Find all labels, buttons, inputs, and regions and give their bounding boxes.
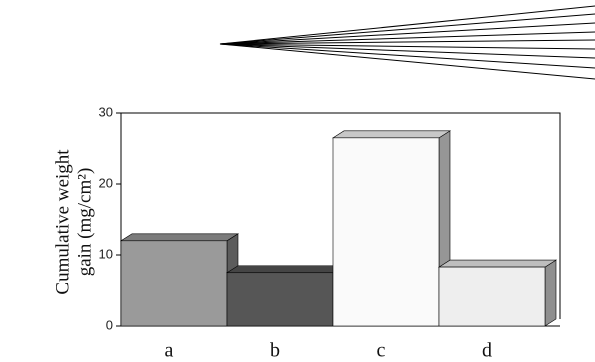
y-axis-label: Cumulative weight: [52, 149, 73, 295]
y-tick-label: 0: [106, 317, 113, 332]
bar-top: [439, 260, 556, 267]
y-tick-label: 30: [99, 104, 113, 119]
decorative-fan: [220, 6, 595, 79]
y-tick-label: 10: [99, 246, 113, 261]
bar: [227, 273, 333, 326]
x-tick-label: a: [165, 340, 174, 362]
bar: [333, 138, 439, 326]
bar-side: [545, 260, 556, 326]
x-tick-label: b: [270, 340, 280, 362]
bar: [439, 267, 545, 326]
x-tick-label: d: [482, 340, 492, 362]
bar-top: [121, 234, 238, 241]
y-axis-label: gain (mg/cm²): [74, 168, 95, 277]
bar-top: [227, 266, 344, 273]
x-tick-label: c: [377, 340, 386, 362]
bar-top: [333, 131, 450, 138]
chart: Cumulative weight gain (mg/cm²) 0 10 20 30 a…: [0, 0, 595, 362]
y-tick-label: 20: [99, 175, 113, 190]
bar: [121, 241, 227, 326]
